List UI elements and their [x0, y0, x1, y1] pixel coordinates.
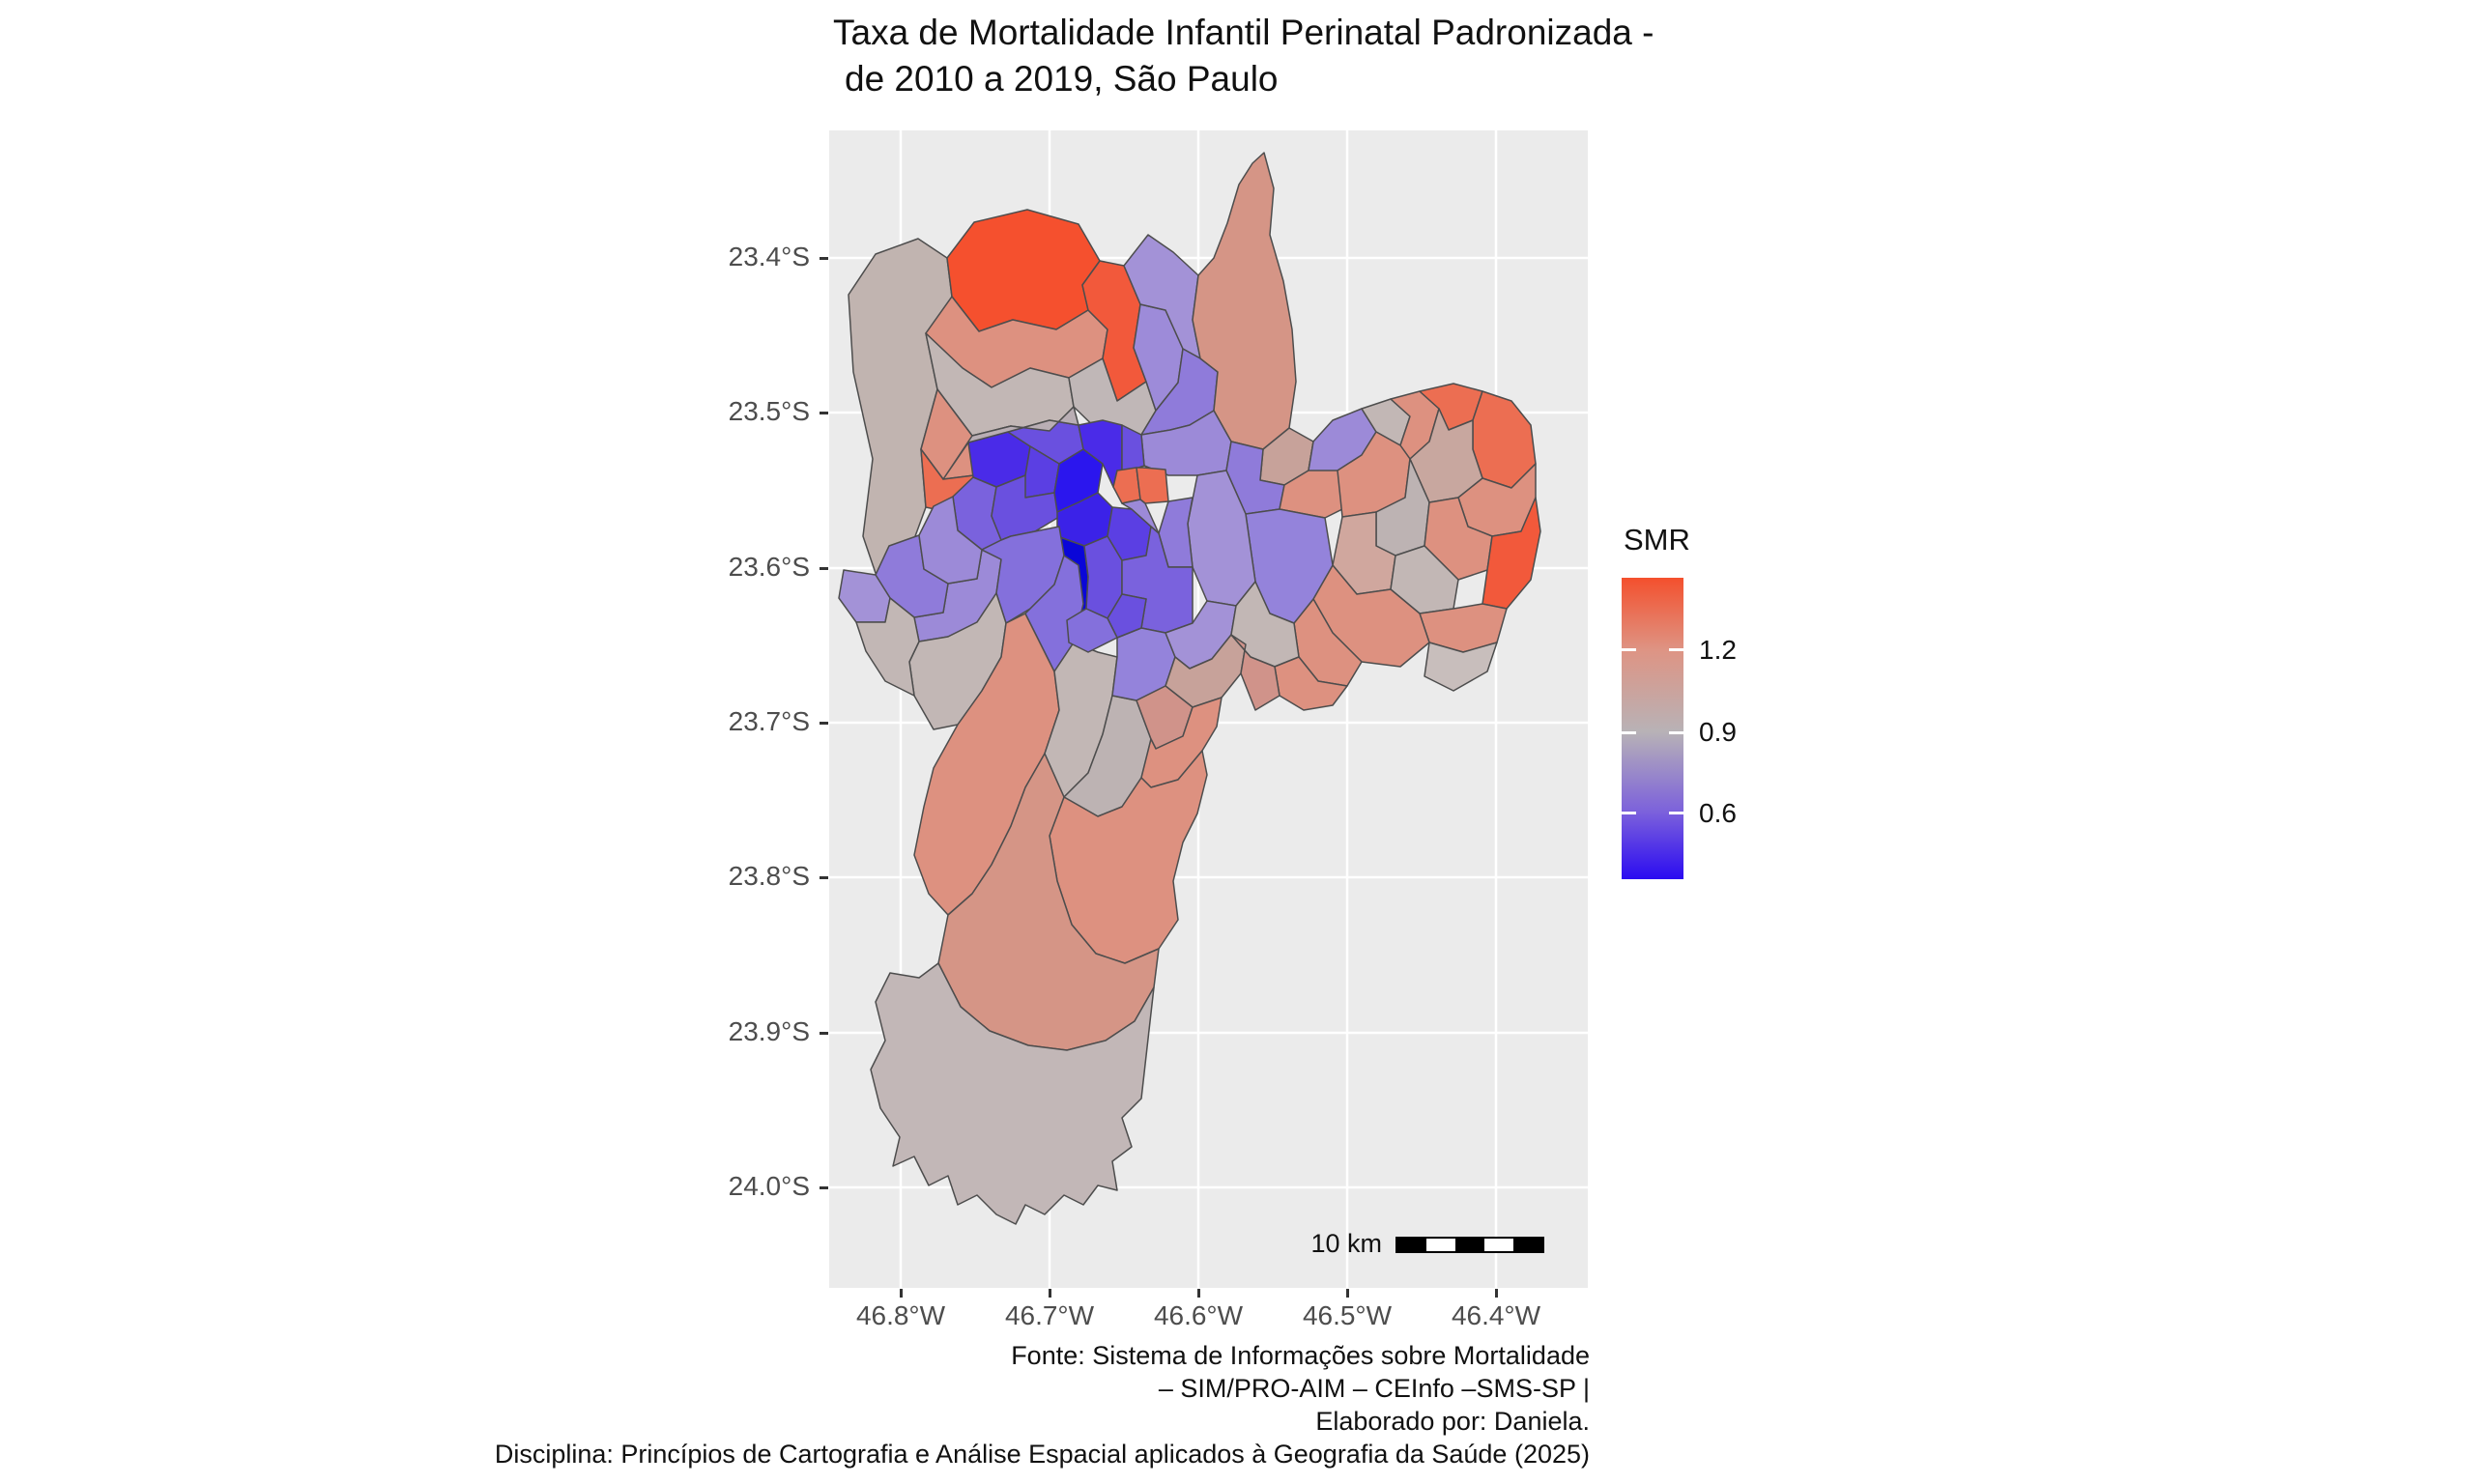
legend-tick-mark [1669, 648, 1683, 652]
y-tick-label: 23.7°S [728, 706, 810, 736]
caption-line: – SIM/PRO-AIM – CEInfo –SMS-SP | [1158, 1374, 1590, 1403]
district-polygon [918, 496, 983, 585]
district-polygon [1482, 497, 1541, 610]
district-polygon [1424, 642, 1498, 692]
legend-tick-mark [1622, 812, 1636, 815]
caption-line: Fonte: Sistema de Informações sobre Mort… [1011, 1341, 1590, 1370]
y-tick-label: 23.5°S [728, 396, 810, 426]
legend-gradient-bar [1622, 578, 1683, 879]
x-tick-label: 46.6°W [1153, 1300, 1244, 1330]
scalebar-segment [1397, 1239, 1426, 1251]
district-polygon [946, 209, 1101, 332]
map-panel [829, 130, 1588, 1288]
x-tick-mark [899, 1289, 903, 1298]
caption-line: Disciplina: Princípios de Cartografia e … [494, 1440, 1590, 1469]
district-polygon [1230, 634, 1280, 711]
district-polygon [942, 406, 1079, 480]
x-tick-mark [1048, 1289, 1051, 1298]
district-polygon [855, 597, 920, 697]
y-tick-mark [820, 1185, 828, 1189]
y-tick-label: 23.9°S [728, 1016, 810, 1046]
district-polygon [870, 962, 1155, 1225]
legend-tick-label: 0.9 [1699, 717, 1737, 748]
district-polygon [1136, 467, 1169, 504]
x-tick-label: 46.7°W [1004, 1300, 1095, 1330]
x-tick-label: 46.8°W [855, 1300, 946, 1330]
y-tick-mark [820, 256, 828, 260]
district-polygon [1121, 424, 1145, 474]
district-polygon [1066, 608, 1118, 653]
y-tick-label: 24.0°S [728, 1171, 810, 1201]
x-tick-label: 46.5°W [1302, 1300, 1393, 1330]
x-tick-mark [1196, 1289, 1200, 1298]
legend-tick-label: 0.6 [1699, 797, 1737, 828]
scalebar-label: 10 km [1310, 1229, 1382, 1258]
legend-tick-mark [1669, 812, 1683, 815]
caption: Fonte: Sistema de Informações sobre Mort… [164, 1339, 1590, 1470]
legend-tick-mark [1669, 730, 1683, 734]
y-tick-label: 23.4°S [728, 242, 810, 271]
scalebar [1395, 1237, 1544, 1253]
y-tick-mark [820, 566, 828, 570]
y-tick-mark [820, 1031, 828, 1035]
legend-tick-mark [1622, 730, 1636, 734]
scalebar-segment [1513, 1239, 1542, 1251]
y-tick-mark [820, 411, 828, 414]
legend-tick-mark [1622, 648, 1636, 652]
legend-tick-label: 1.2 [1699, 634, 1737, 665]
x-tick-label: 46.4°W [1451, 1300, 1541, 1330]
x-tick-mark [1494, 1289, 1498, 1298]
scalebar-segment [1426, 1239, 1455, 1251]
plot-title-line1: Taxa de Mortalidade Infantil Perinatal P… [833, 13, 1654, 52]
y-tick-label: 23.8°S [728, 861, 810, 891]
x-tick-mark [1345, 1289, 1349, 1298]
scalebar-segment [1484, 1239, 1513, 1251]
district-polygon [991, 474, 1060, 541]
y-tick-label: 23.6°S [728, 552, 810, 582]
legend-title: SMR [1624, 523, 1690, 556]
plot-title: Taxa de Mortalidade Infantil Perinatal P… [833, 10, 1654, 102]
caption-line: Elaborado por: Daniela. [1315, 1407, 1590, 1436]
district-polygon [1112, 467, 1141, 504]
choropleth-map [829, 130, 1588, 1288]
y-tick-mark [820, 721, 828, 725]
plot-title-line2: de 2010 a 2019, São Paulo [845, 59, 1279, 99]
y-tick-mark [820, 875, 828, 879]
scalebar-segment [1455, 1239, 1484, 1251]
